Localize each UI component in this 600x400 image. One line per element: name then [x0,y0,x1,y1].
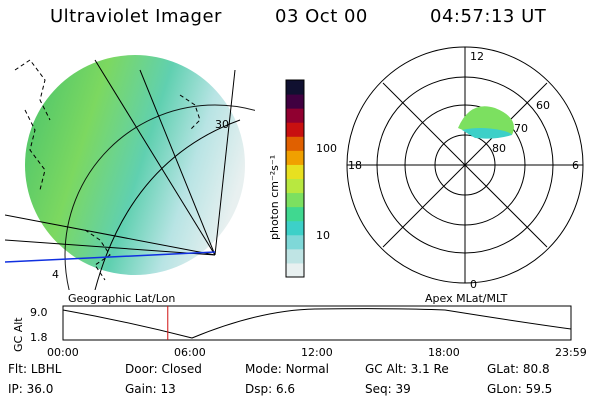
info-gain: Gain: 13 [125,382,176,396]
mlat-label-80: 80 [492,142,506,155]
info-glon: GLon: 59.5 [487,382,553,396]
grid-label-30: 30 [215,118,229,131]
mlt-label-6: 6 [572,159,579,172]
colorbar-segment [286,80,304,95]
info-gc-alt: GC Alt: 3.1 Re [365,362,449,376]
colorbar-tick-10: 10 [316,229,330,242]
altitude-plot: GC Alt 9.0 1.8 00:00 06:00 12:00 18:00 23:59 [12,305,587,359]
colorbar-segment [286,248,304,264]
mlt-label-0: 0 [470,278,477,291]
colorbar-segment [286,262,304,278]
info-door: Door: Closed [125,362,202,376]
grid-label-4: 4 [52,268,59,281]
colorbar-segment [286,192,304,208]
date-label: 03 Oct 00 [275,6,368,27]
colorbar-segment [286,94,304,109]
altitude-ylabel: GC Alt [12,317,25,352]
mlt-label-18: 18 [348,159,362,172]
colorbar-tick-100: 100 [316,142,337,155]
colorbar-segment [286,234,304,250]
mlat-label-60: 60 [536,99,550,112]
colorbar-segment [286,108,304,123]
info-flt: Flt: LBHL [8,362,62,376]
coastlines [14,59,201,281]
info-dsp: Dsp: 6.6 [245,382,296,396]
colorbar-frame [285,79,305,278]
altitude-xtick-label: 23:59 [555,346,587,359]
terminator-line [5,251,216,263]
colorbar [285,79,305,278]
colorbar-segment [286,206,304,222]
geographic-panel-label: Geographic Lat/Lon [68,292,175,305]
colorbar-segment [286,178,304,194]
mlat-label-70: 70 [514,122,528,135]
info-glat: GLat: 80.8 [487,362,550,376]
altitude-xtick-label: 06:00 [174,346,206,359]
colorbar-segment [286,164,304,179]
time-label: 04:57:13 UT [430,6,547,27]
info-ip: IP: 36.0 [8,382,54,396]
altitude-curve [62,308,572,339]
colorbar-unit-label: photon cm⁻²s⁻¹ [268,155,281,240]
mlt-label-12: 12 [470,50,484,63]
uv-intensity-field [25,55,245,275]
info-seq: Seq: 39 [365,382,411,396]
apex-panel-label: Apex MLat/MLT [425,292,508,305]
instrument-title: Ultraviolet Imager [50,6,222,27]
altitude-xtick-label: 12:00 [301,346,333,359]
altitude-ytick-high: 9.0 [30,306,48,319]
colorbar-segment [286,150,304,165]
geographic-image-panel: 30 4 [5,55,255,290]
auroral-oval [458,106,514,135]
colorbar-segment [286,122,304,137]
apex-polar-plot [346,46,584,284]
colorbar-segment [286,220,304,236]
auroral-oval-edge [462,128,512,139]
altitude-xtick-label: 18:00 [428,346,460,359]
colorbar-segment [286,136,304,151]
altitude-xtick-label: 00:00 [47,346,79,359]
altitude-xticks: 00:00 06:00 12:00 18:00 23:59 [47,346,587,359]
altitude-ytick-low: 1.8 [30,331,48,344]
info-mode: Mode: Normal [245,362,329,376]
